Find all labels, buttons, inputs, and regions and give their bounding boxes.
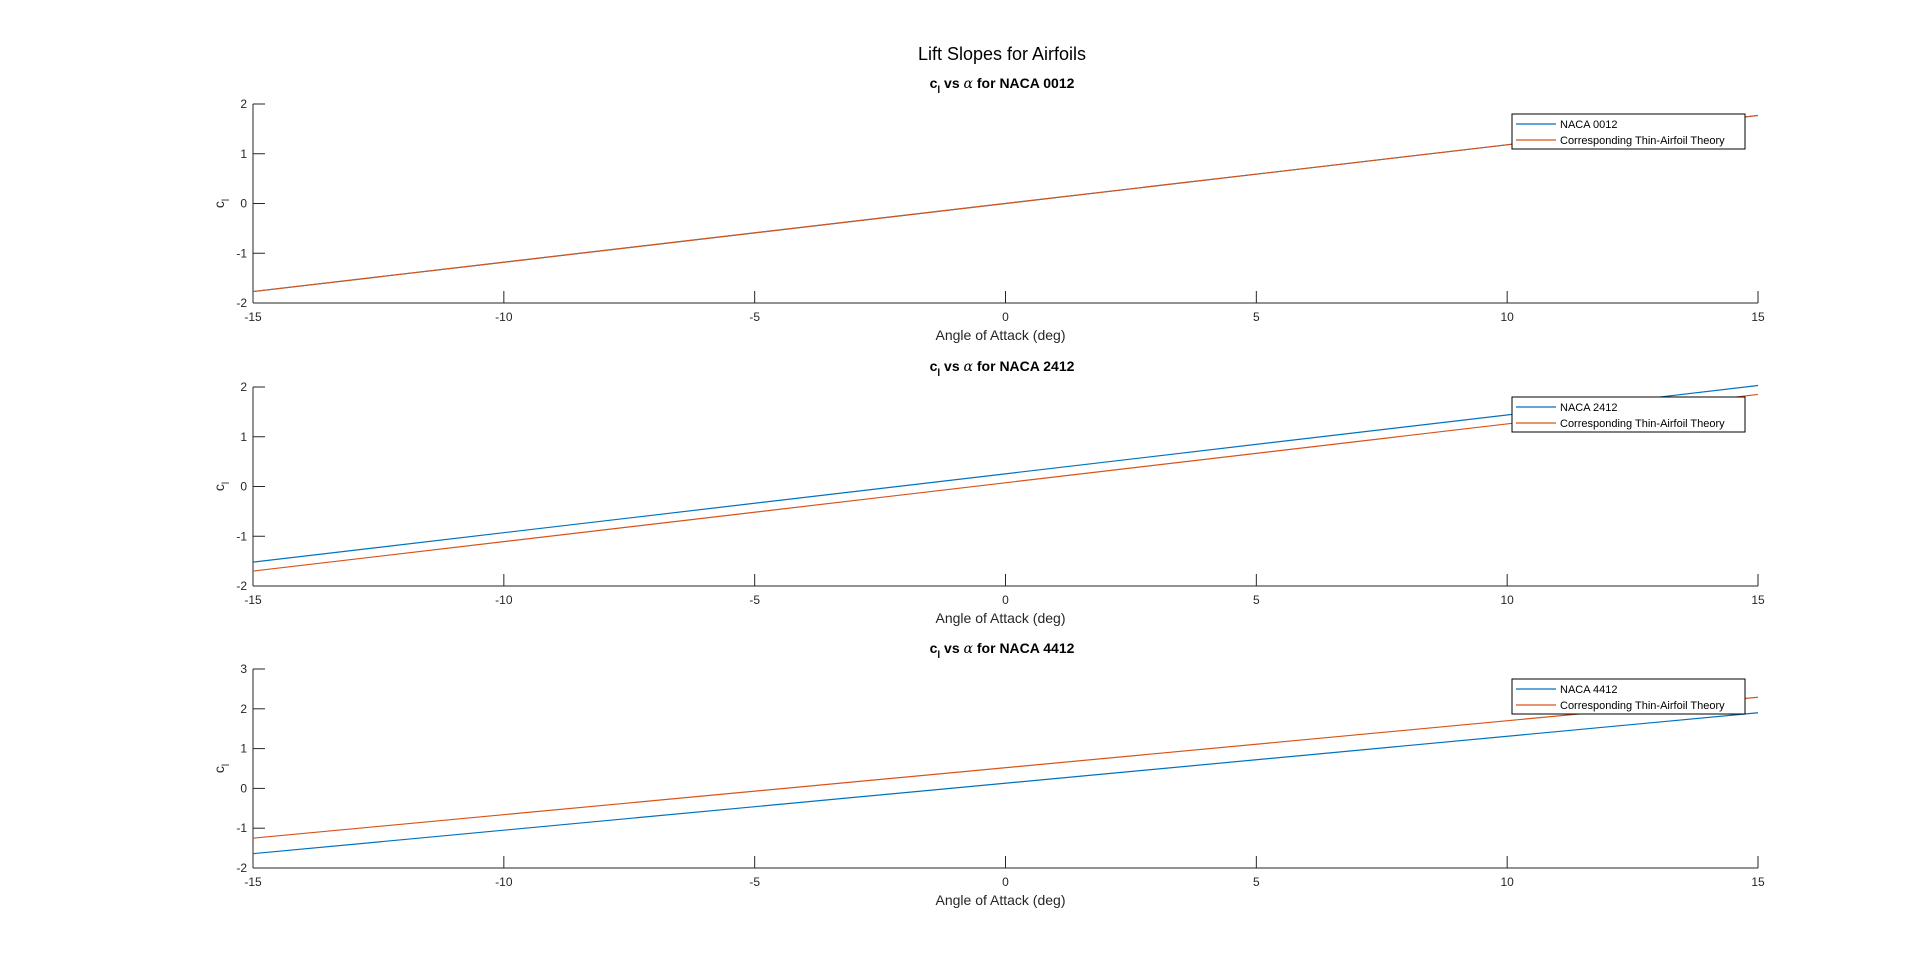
y-label-subscript: l: [221, 482, 232, 484]
subplot-title: cl vs α for NACA 0012: [930, 75, 1075, 96]
title-subscript: l: [937, 368, 940, 379]
x-tick-label: -5: [749, 310, 760, 324]
legend-entry: Corresponding Thin-Airfoil Theory: [1560, 135, 1725, 147]
title-vs: vs: [940, 358, 963, 374]
series-line-2: [252, 696, 1759, 839]
x-axis-label: Angle of Attack (deg): [936, 610, 1066, 626]
x-tick-label: -5: [749, 875, 760, 889]
title-c: c: [930, 640, 938, 656]
title-subscript: l: [937, 650, 940, 661]
y-axis-label: cl: [211, 764, 232, 773]
legend-entry: NACA 2412: [1560, 402, 1617, 414]
series-line-2: [252, 393, 1759, 572]
x-tick-label: 5: [1253, 875, 1260, 889]
x-tick-label: 0: [1002, 593, 1009, 607]
x-tick-label: 5: [1253, 593, 1260, 607]
y-axis-label: cl: [211, 482, 232, 491]
legend-box: [1511, 396, 1746, 433]
y-tick-label: 2: [240, 97, 247, 111]
x-tick-label: -15: [244, 875, 262, 889]
x-tick-label: 10: [1500, 310, 1514, 324]
x-tick-label: 0: [1002, 875, 1009, 889]
x-tick-label: -10: [495, 310, 513, 324]
y-tick-label: -2: [236, 861, 247, 875]
x-tick-label: 15: [1751, 875, 1765, 889]
y-label-main: c: [211, 484, 227, 491]
y-tick-label: 2: [240, 380, 247, 394]
title-airfoil: for NACA 2412: [973, 358, 1075, 374]
legend: NACA 2412 Corresponding Thin-Airfoil Theo…: [1511, 396, 1746, 433]
y-label-main: c: [211, 766, 227, 773]
x-tick-label: -5: [749, 593, 760, 607]
y-tick-label: 1: [240, 147, 247, 161]
title-alpha: α: [964, 359, 974, 375]
y-tick-label: 1: [240, 430, 247, 444]
title-airfoil: for NACA 0012: [973, 75, 1075, 91]
series-line-2: [252, 114, 1759, 293]
y-tick-label: -2: [236, 579, 247, 593]
x-tick-label: 10: [1500, 875, 1514, 889]
x-tick-label: -10: [495, 875, 513, 889]
y-tick-label: -2: [236, 296, 247, 310]
title-vs: vs: [940, 640, 963, 656]
y-label-subscript: l: [221, 199, 232, 201]
y-tick-label: -1: [236, 529, 247, 543]
legend-box: [1511, 113, 1746, 150]
title-vs: vs: [940, 75, 963, 91]
x-tick-label: 0: [1002, 310, 1009, 324]
x-tick-label: 15: [1751, 593, 1765, 607]
y-label-subscript: l: [221, 764, 232, 766]
subplot-title: cl vs α for NACA 2412: [930, 358, 1075, 379]
x-axis-label: Angle of Attack (deg): [936, 892, 1066, 908]
y-tick-label: 1: [240, 742, 247, 756]
legend-entry: NACA 4412: [1560, 684, 1617, 696]
title-c: c: [930, 75, 938, 91]
y-label-main: c: [211, 201, 227, 208]
series-line-1: [252, 712, 1759, 855]
y-tick-label: 0: [240, 197, 247, 211]
x-tick-label: 15: [1751, 310, 1765, 324]
title-alpha: α: [964, 76, 974, 92]
y-axis-label: cl: [211, 199, 232, 208]
figure-title: Lift Slopes for Airfoils: [918, 44, 1086, 64]
x-tick-label: 10: [1500, 593, 1514, 607]
y-tick-label: 2: [240, 702, 247, 716]
legend-entry: Corresponding Thin-Airfoil Theory: [1560, 700, 1725, 712]
x-axis-label: Angle of Attack (deg): [936, 327, 1066, 343]
x-tick-label: -15: [244, 310, 262, 324]
title-alpha: α: [964, 641, 974, 657]
subplot-title: cl vs α for NACA 4412: [930, 640, 1075, 661]
y-tick-label: -1: [236, 246, 247, 260]
legend-entry: NACA 0012: [1560, 119, 1617, 131]
x-tick-label: -15: [244, 593, 262, 607]
legend: NACA 0012 Corresponding Thin-Airfoil Theo…: [1511, 113, 1746, 150]
legend-entry: Corresponding Thin-Airfoil Theory: [1560, 418, 1725, 430]
title-airfoil: for NACA 4412: [973, 640, 1075, 656]
legend-box: [1511, 678, 1746, 715]
y-tick-label: -1: [236, 821, 247, 835]
title-subscript: l: [937, 85, 940, 96]
x-tick-label: -10: [495, 593, 513, 607]
legend: NACA 4412 Corresponding Thin-Airfoil Theo…: [1511, 678, 1746, 715]
x-tick-label: 5: [1253, 310, 1260, 324]
series-line-1: [252, 384, 1759, 563]
title-c: c: [930, 358, 938, 374]
y-tick-label: 0: [240, 781, 247, 795]
y-tick-label: 0: [240, 480, 247, 494]
y-tick-label: 3: [240, 662, 247, 676]
